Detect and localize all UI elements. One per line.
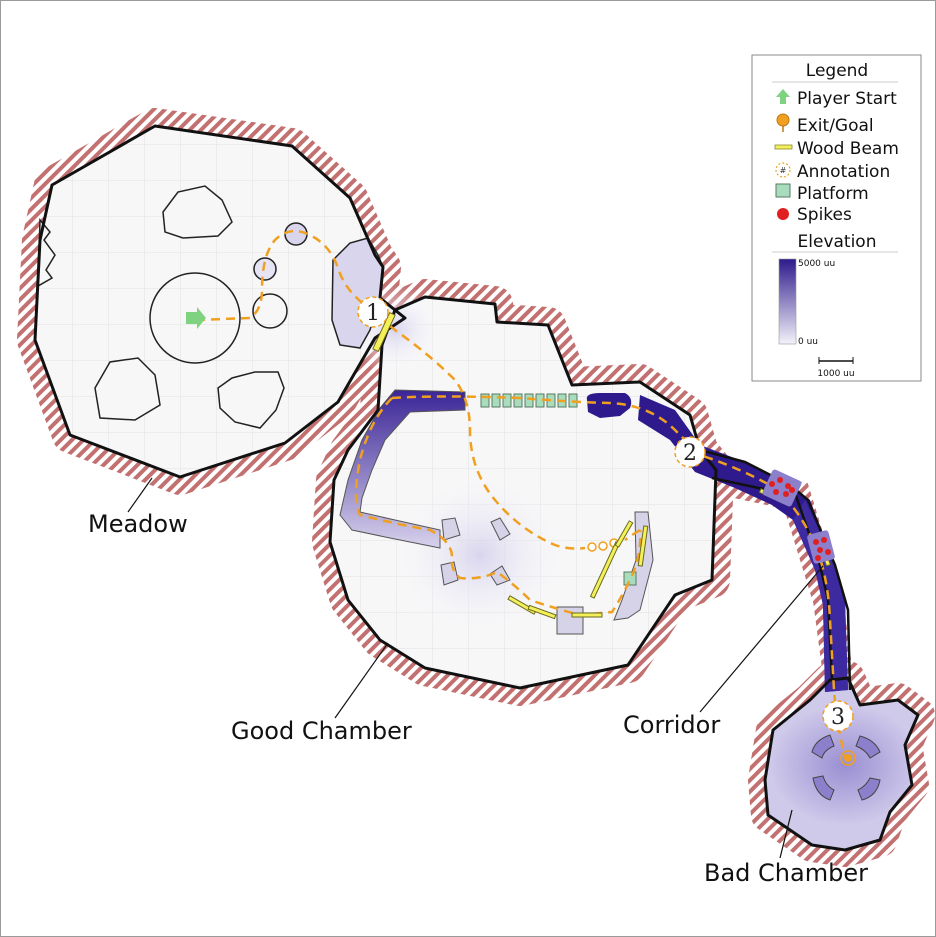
legend-exit-goal: Exit/Goal — [797, 116, 874, 136]
svg-text:1: 1 — [366, 301, 380, 326]
annotation-marker-2[interactable]: 2 — [675, 437, 705, 467]
legend-spikes: Spikes — [797, 205, 852, 225]
stepping-pillar — [285, 223, 307, 245]
platform — [514, 394, 522, 407]
legend-panel: Legend Player Start Exit/Goal Wood Beam … — [752, 55, 921, 381]
svg-text:#: # — [780, 166, 787, 175]
spikes-icon — [777, 208, 789, 220]
platform — [503, 394, 511, 407]
svg-text:5000 uu: 5000 uu — [798, 259, 835, 269]
platform-icon — [776, 184, 790, 197]
platform — [525, 394, 533, 407]
svg-text:0 uu: 0 uu — [798, 337, 818, 347]
legend-annotation: Annotation — [797, 162, 890, 182]
annotation-marker-1[interactable]: 1 — [358, 297, 388, 327]
label-good-chamber: Good Chamber — [231, 717, 412, 745]
wood-beam-icon — [775, 145, 792, 149]
annotation-marker-icon: # — [776, 163, 790, 177]
platform — [492, 394, 500, 407]
wood-beam — [572, 613, 602, 617]
annotation-marker-3[interactable]: 3 — [823, 701, 853, 731]
elevation-title: Elevation — [798, 232, 877, 252]
legend-player-start: Player Start — [797, 89, 897, 109]
svg-text:3: 3 — [831, 705, 845, 730]
legend-platform: Platform — [797, 184, 869, 204]
label-corridor: Corridor — [623, 711, 720, 739]
legend-wood-beam: Wood Beam — [797, 139, 899, 159]
elevation-gradient-bar — [779, 259, 796, 344]
label-meadow: Meadow — [88, 510, 188, 538]
legend-title: Legend — [806, 61, 868, 81]
svg-text:1000 uu: 1000 uu — [817, 369, 854, 379]
label-bad-chamber: Bad Chamber — [704, 859, 868, 887]
platform — [624, 572, 636, 585]
svg-text:2: 2 — [683, 441, 697, 466]
stepping-pillar — [254, 258, 276, 280]
